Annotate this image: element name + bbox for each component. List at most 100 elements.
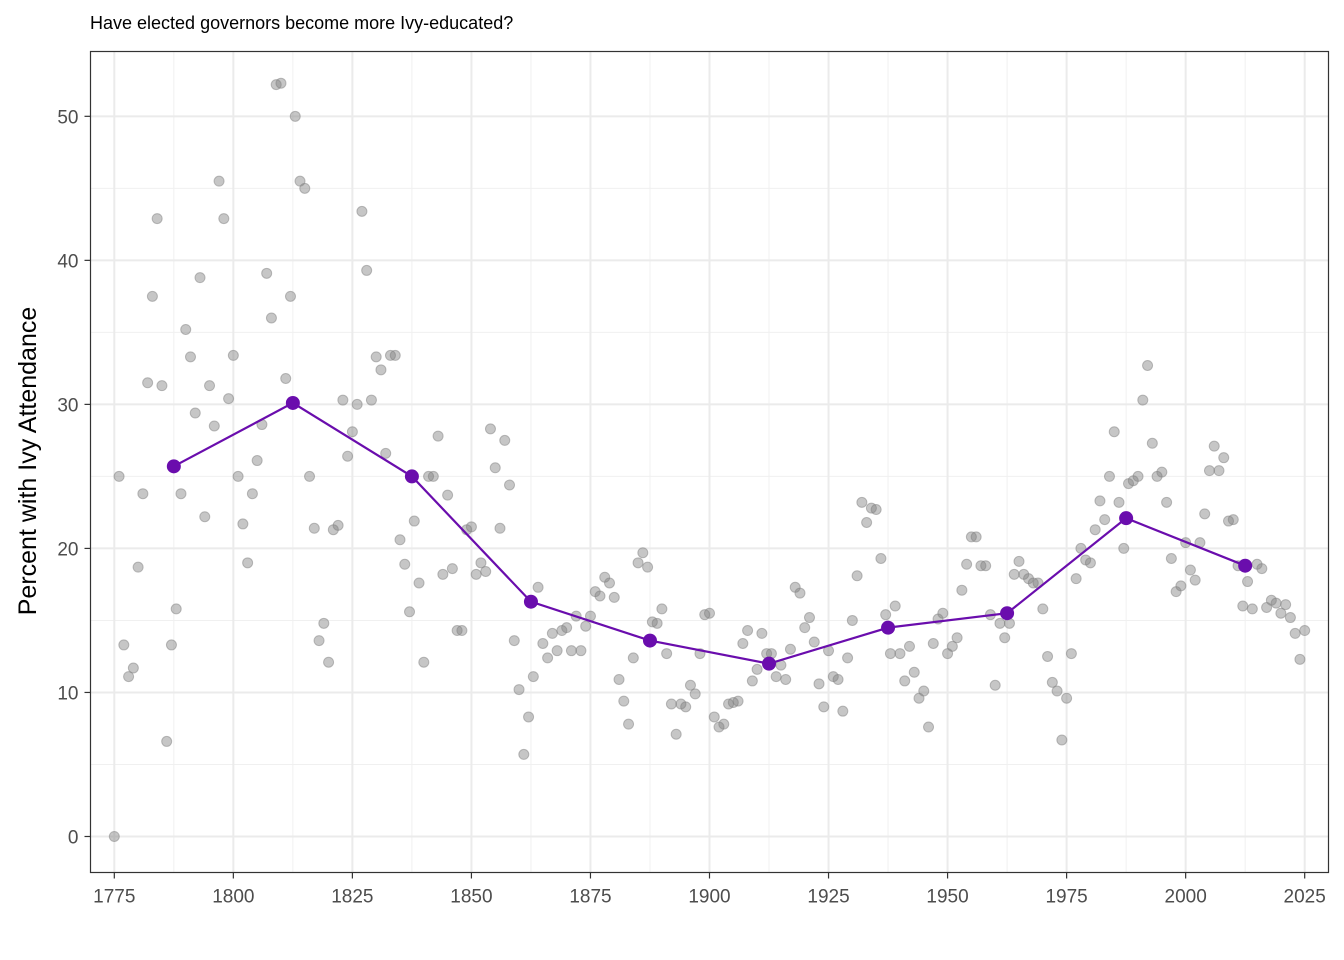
data-point: [737, 637, 749, 649]
data-point: [542, 652, 554, 664]
x-tick-label: 1850: [450, 887, 492, 908]
trend-point: [762, 656, 777, 671]
data-point: [251, 455, 263, 467]
data-point: [784, 643, 796, 655]
data-point: [365, 394, 377, 406]
data-point: [189, 407, 201, 419]
data-point: [818, 701, 830, 713]
data-point: [446, 563, 458, 575]
data-point: [627, 652, 639, 664]
data-point: [1108, 426, 1120, 438]
data-point: [504, 479, 516, 491]
x-axis: 1775 1800 1825 1850 1875 1900 1925 1950 1975 2000…: [93, 872, 1326, 908]
data-point: [1275, 607, 1287, 619]
grid: [90, 51, 1329, 873]
data-point: [237, 518, 249, 530]
data-point: [437, 568, 449, 580]
data-point: [1256, 563, 1268, 575]
y-axis-label: Percent with Ivy Attendance: [14, 307, 42, 616]
data-point: [1061, 692, 1073, 704]
y-tick-label: 10: [57, 683, 78, 704]
data-point: [951, 632, 963, 644]
data-point: [313, 635, 325, 647]
trend-point: [404, 469, 419, 484]
data-point: [123, 671, 135, 683]
data-point: [137, 488, 149, 500]
data-point: [1103, 470, 1115, 482]
data-point: [1094, 495, 1106, 507]
data-point: [475, 557, 487, 569]
data-point: [142, 377, 154, 389]
data-point: [1146, 437, 1158, 449]
data-point: [1203, 465, 1215, 477]
data-point: [856, 496, 868, 508]
data-point: [304, 470, 316, 482]
data-point: [980, 560, 992, 572]
data-point: [223, 393, 235, 405]
data-point: [656, 603, 668, 615]
data-point: [1013, 555, 1025, 567]
data-point: [127, 662, 139, 674]
data-point: [513, 684, 525, 696]
data-point: [1056, 734, 1068, 746]
trend-points: [166, 395, 1253, 671]
y-tick-label: 30: [57, 395, 78, 416]
data-point: [165, 639, 177, 651]
x-tick-label: 2025: [1284, 887, 1326, 908]
data-point: [1299, 625, 1311, 637]
data-point: [261, 267, 273, 279]
data-point: [875, 553, 887, 565]
data-point: [994, 617, 1006, 629]
data-point: [618, 695, 630, 707]
data-point: [580, 620, 592, 632]
data-point: [989, 679, 1001, 691]
data-point: [794, 587, 806, 599]
data-point: [927, 637, 939, 649]
data-point: [946, 640, 958, 652]
data-point: [489, 462, 501, 474]
data-point: [370, 351, 382, 363]
data-point: [642, 561, 654, 573]
data-point: [380, 447, 392, 459]
data-point: [1175, 580, 1187, 592]
data-point: [199, 511, 211, 523]
data-point: [204, 380, 216, 392]
data-point: [670, 728, 682, 740]
data-point: [332, 519, 344, 531]
data-point: [746, 675, 758, 687]
data-point: [470, 568, 482, 580]
data-point: [170, 603, 182, 615]
data-point: [208, 420, 220, 432]
data-point: [637, 547, 649, 559]
data-point: [1280, 599, 1292, 611]
data-point: [108, 830, 120, 842]
data-point: [442, 489, 454, 501]
data-point: [1199, 508, 1211, 520]
data-point: [842, 652, 854, 664]
data-point: [923, 721, 935, 733]
data-point: [970, 531, 982, 543]
data-point: [608, 591, 620, 603]
data-point: [846, 614, 858, 626]
data-point: [1218, 452, 1230, 464]
data-point: [1051, 685, 1063, 697]
data-point: [684, 679, 696, 691]
data-point: [289, 110, 301, 122]
data-point: [346, 426, 358, 438]
trend-line-group: [173, 401, 1246, 665]
data-point: [146, 290, 158, 302]
data-point: [427, 470, 439, 482]
data-point: [1227, 514, 1239, 526]
data-point: [680, 701, 692, 713]
trend-line: [173, 401, 1246, 665]
data-point: [1289, 627, 1301, 639]
x-tick-label: 1925: [807, 887, 849, 908]
data-point: [227, 349, 239, 361]
data-point: [1046, 676, 1058, 688]
trend-point: [285, 395, 300, 410]
data-point: [232, 470, 244, 482]
trend-point: [1000, 606, 1015, 621]
data-point: [113, 470, 125, 482]
trend-point: [881, 620, 896, 635]
data-point: [1070, 573, 1082, 585]
